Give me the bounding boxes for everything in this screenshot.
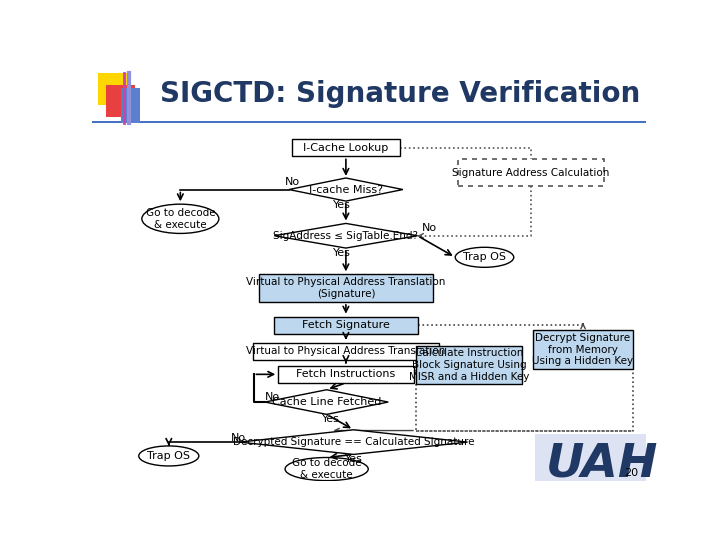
Text: Go to decode
& execute: Go to decode & execute: [292, 458, 361, 480]
FancyBboxPatch shape: [92, 65, 647, 123]
FancyBboxPatch shape: [106, 85, 135, 117]
Polygon shape: [240, 430, 467, 455]
FancyBboxPatch shape: [121, 88, 140, 123]
Text: Virtual to Physical Address Translation: Virtual to Physical Address Translation: [246, 346, 446, 356]
Text: Decrypted Signature == Calculated Signature: Decrypted Signature == Calculated Signat…: [233, 437, 474, 447]
Text: Yes: Yes: [322, 414, 339, 424]
Text: I-cache Miss?: I-cache Miss?: [309, 185, 383, 194]
Text: No: No: [284, 177, 300, 187]
Ellipse shape: [142, 204, 219, 233]
Text: Calculate Instruction
Block Signature Using
MISR and a Hidden Key: Calculate Instruction Block Signature Us…: [409, 348, 529, 382]
Text: I-Cache Lookup: I-Cache Lookup: [303, 143, 389, 153]
FancyBboxPatch shape: [416, 346, 522, 384]
Text: Signature Address Calculation: Signature Address Calculation: [452, 167, 609, 178]
Text: Fetch Instructions: Fetch Instructions: [296, 369, 395, 379]
Text: No: No: [230, 433, 246, 443]
Text: Yes: Yes: [333, 248, 351, 258]
FancyBboxPatch shape: [274, 316, 418, 334]
Text: Decrypt Signature
from Memory
Using a Hidden Key: Decrypt Signature from Memory Using a Hi…: [533, 333, 634, 366]
Ellipse shape: [285, 457, 368, 481]
Text: Trap OS: Trap OS: [463, 252, 506, 262]
FancyBboxPatch shape: [278, 366, 414, 383]
Text: Cache Line Fetched: Cache Line Fetched: [272, 397, 382, 407]
FancyBboxPatch shape: [253, 343, 439, 360]
FancyBboxPatch shape: [292, 139, 400, 157]
Polygon shape: [289, 178, 403, 201]
Text: No: No: [421, 223, 436, 233]
Text: 20: 20: [624, 468, 638, 478]
FancyBboxPatch shape: [98, 72, 127, 105]
FancyBboxPatch shape: [92, 121, 647, 123]
Text: No: No: [265, 393, 280, 402]
Text: Fetch Signature: Fetch Signature: [302, 320, 390, 330]
Text: UAH: UAH: [546, 441, 659, 486]
Text: Virtual to Physical Address Translation
(Signature): Virtual to Physical Address Translation …: [246, 278, 446, 299]
Text: Trap OS: Trap OS: [148, 451, 190, 461]
Text: SigAddress ≤ SigTable.End?: SigAddress ≤ SigTable.End?: [274, 231, 418, 241]
FancyBboxPatch shape: [259, 274, 433, 302]
Ellipse shape: [139, 446, 199, 466]
Polygon shape: [265, 390, 388, 414]
Polygon shape: [274, 224, 418, 248]
FancyBboxPatch shape: [534, 434, 647, 481]
Ellipse shape: [455, 247, 514, 267]
Text: SIGCTD: Signature Verification: SIGCTD: Signature Verification: [160, 80, 640, 108]
Text: Yes: Yes: [333, 200, 351, 210]
FancyBboxPatch shape: [533, 330, 633, 369]
FancyBboxPatch shape: [457, 159, 604, 186]
Text: Yes: Yes: [345, 454, 363, 464]
Text: Go to decode
& execute: Go to decode & execute: [145, 208, 215, 230]
